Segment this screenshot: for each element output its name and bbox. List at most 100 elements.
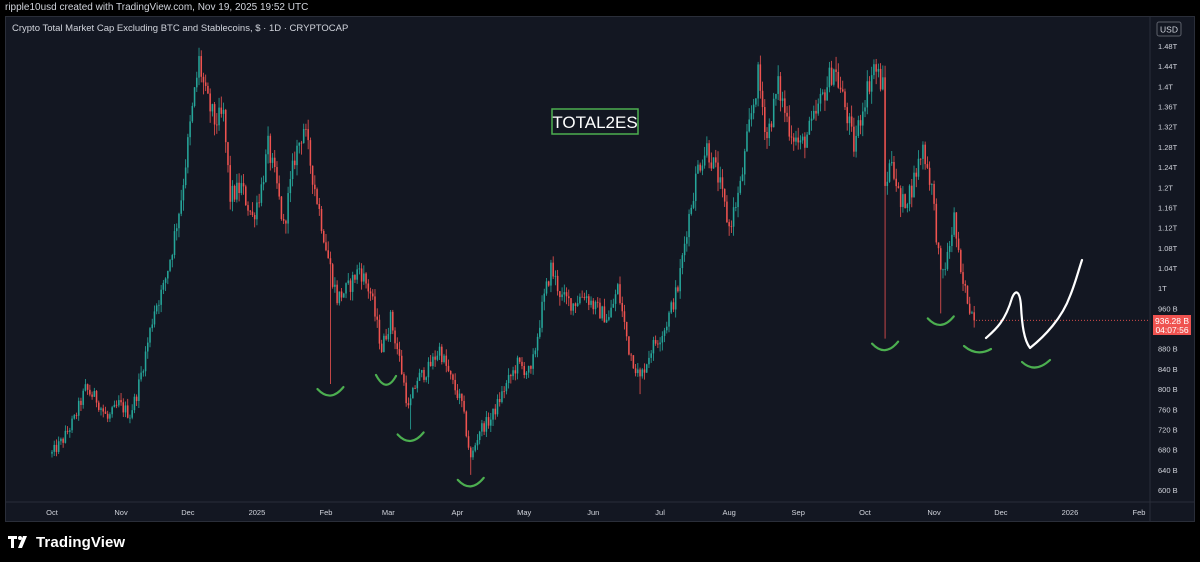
candle[interactable] [599, 298, 601, 319]
candle[interactable] [699, 162, 701, 173]
candle[interactable] [668, 310, 670, 333]
candle[interactable] [795, 130, 797, 146]
candle[interactable] [703, 146, 706, 169]
candle[interactable] [202, 72, 205, 95]
candle[interactable] [870, 66, 873, 104]
candle[interactable] [149, 327, 151, 348]
candle[interactable] [53, 440, 56, 456]
candle[interactable] [628, 336, 630, 356]
candle[interactable] [781, 91, 784, 108]
candle[interactable] [173, 223, 176, 259]
candle[interactable] [951, 227, 953, 253]
candle[interactable] [621, 296, 624, 318]
candle[interactable] [663, 327, 666, 343]
candle[interactable] [532, 348, 534, 375]
candle[interactable] [868, 76, 871, 95]
candle[interactable] [269, 133, 272, 171]
candle[interactable] [915, 168, 918, 188]
candle[interactable] [327, 241, 329, 259]
candle[interactable] [919, 158, 922, 166]
candle[interactable] [761, 81, 764, 116]
candle[interactable] [895, 168, 897, 192]
candle[interactable] [347, 273, 350, 285]
candle[interactable] [138, 373, 140, 409]
candle[interactable] [307, 119, 309, 150]
candle[interactable] [813, 105, 815, 121]
candle[interactable] [543, 288, 546, 311]
candle[interactable] [612, 298, 615, 308]
candle[interactable] [844, 88, 846, 111]
candle[interactable] [630, 352, 632, 361]
candle[interactable] [574, 302, 577, 313]
candle[interactable] [309, 137, 312, 174]
candle[interactable] [91, 391, 93, 400]
candle[interactable] [278, 175, 280, 200]
candle[interactable] [594, 300, 597, 315]
candle[interactable] [855, 125, 857, 158]
candle[interactable] [111, 405, 113, 418]
candle[interactable] [770, 121, 773, 132]
candle[interactable] [311, 165, 314, 194]
candle[interactable] [153, 305, 156, 328]
candle[interactable] [616, 282, 619, 295]
candle[interactable] [721, 169, 724, 198]
candle[interactable] [692, 192, 695, 210]
candle[interactable] [378, 314, 381, 350]
candle[interactable] [412, 386, 414, 399]
candle[interactable] [674, 280, 677, 318]
candle[interactable] [661, 331, 664, 351]
candle[interactable] [77, 397, 80, 421]
candle[interactable] [835, 56, 837, 82]
candle[interactable] [180, 189, 182, 217]
candle[interactable] [877, 63, 880, 78]
candle[interactable] [755, 98, 757, 108]
candle[interactable] [258, 193, 260, 208]
candle[interactable] [964, 280, 967, 293]
candle[interactable] [247, 201, 249, 216]
candle[interactable] [968, 296, 971, 315]
candle[interactable] [817, 98, 820, 116]
candle[interactable] [957, 231, 960, 253]
candle[interactable] [334, 277, 336, 293]
candle[interactable] [407, 397, 410, 409]
candle[interactable] [302, 123, 305, 144]
candle[interactable] [420, 369, 423, 378]
candle[interactable] [648, 350, 650, 368]
candle[interactable] [325, 233, 327, 252]
candle[interactable] [750, 105, 753, 127]
candle[interactable] [884, 65, 886, 339]
candle[interactable] [939, 245, 942, 314]
candle[interactable] [790, 125, 793, 145]
candle[interactable] [167, 270, 169, 285]
candle[interactable] [741, 167, 744, 182]
candle[interactable] [592, 298, 595, 315]
candle[interactable] [135, 394, 138, 406]
candle[interactable] [51, 449, 53, 458]
candle[interactable] [273, 149, 276, 173]
candle[interactable] [124, 401, 127, 418]
candle[interactable] [454, 373, 456, 395]
candle[interactable] [815, 99, 817, 121]
candle[interactable] [213, 101, 216, 136]
candle[interactable] [966, 285, 969, 305]
candle[interactable] [886, 171, 889, 195]
candle[interactable] [559, 290, 561, 306]
candle[interactable] [374, 289, 376, 322]
candle[interactable] [66, 426, 69, 435]
candle[interactable] [249, 210, 252, 216]
candle[interactable] [400, 349, 403, 375]
candle[interactable] [71, 415, 73, 434]
candle[interactable] [944, 262, 946, 276]
candle[interactable] [343, 292, 345, 298]
candle[interactable] [282, 213, 285, 225]
candle[interactable] [62, 437, 64, 448]
candle[interactable] [931, 183, 933, 195]
candle[interactable] [828, 61, 831, 93]
candle[interactable] [109, 412, 111, 422]
candle[interactable] [494, 404, 497, 420]
candle[interactable] [623, 304, 626, 330]
candle[interactable] [764, 99, 766, 141]
candle[interactable] [625, 321, 628, 341]
candle[interactable] [501, 386, 503, 404]
candle[interactable] [888, 159, 891, 183]
